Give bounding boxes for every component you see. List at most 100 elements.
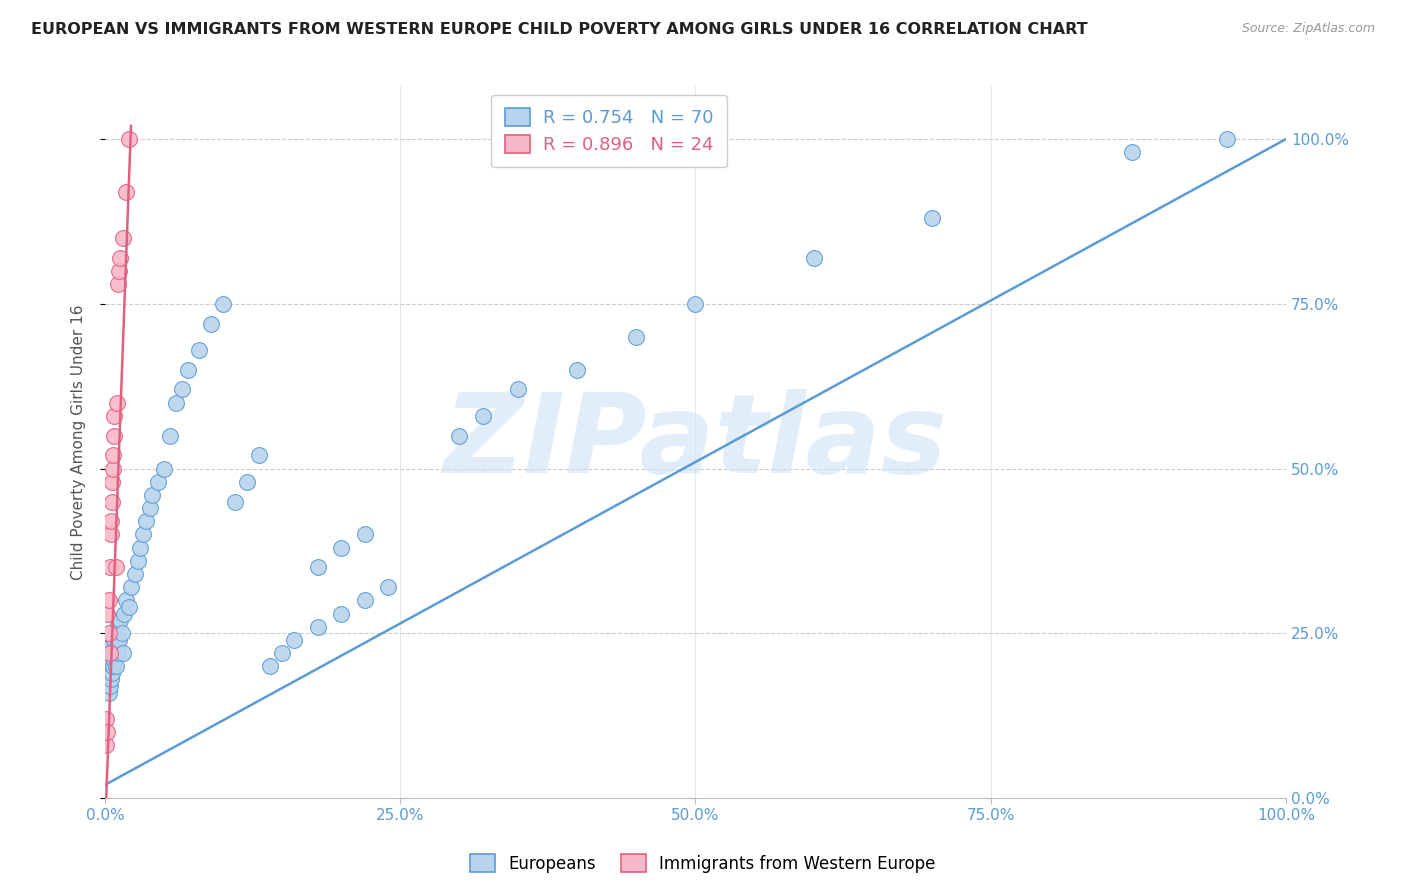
Point <box>103 449 125 463</box>
Text: ZIPatlas: ZIPatlas <box>444 389 948 496</box>
Point <box>803 251 825 265</box>
Point <box>101 665 124 680</box>
Point <box>107 646 129 660</box>
Point <box>103 659 125 673</box>
Point <box>235 475 257 489</box>
Point <box>127 554 149 568</box>
Point <box>111 231 134 245</box>
Point <box>353 527 375 541</box>
Point <box>96 632 118 647</box>
Point <box>96 659 118 673</box>
Point <box>307 560 329 574</box>
Point <box>108 632 131 647</box>
Point <box>96 646 118 660</box>
Point <box>1121 145 1143 160</box>
Point <box>271 646 294 660</box>
Point <box>115 593 138 607</box>
Point <box>212 297 235 311</box>
Point <box>105 620 128 634</box>
Point <box>104 560 127 574</box>
Point <box>100 673 122 687</box>
Point <box>200 317 222 331</box>
Point <box>100 514 122 528</box>
Point <box>100 527 122 541</box>
Point <box>98 679 121 693</box>
Point <box>111 646 134 660</box>
Point <box>100 653 122 667</box>
Point <box>132 527 155 541</box>
Point <box>97 593 120 607</box>
Point <box>129 541 152 555</box>
Point <box>96 725 118 739</box>
Point <box>449 428 471 442</box>
Point <box>471 409 494 423</box>
Point <box>103 461 125 475</box>
Text: Source: ZipAtlas.com: Source: ZipAtlas.com <box>1241 22 1375 36</box>
Point <box>96 739 118 753</box>
Point <box>96 607 118 621</box>
Point <box>141 488 163 502</box>
Text: EUROPEAN VS IMMIGRANTS FROM WESTERN EUROPE CHILD POVERTY AMONG GIRLS UNDER 16 CO: EUROPEAN VS IMMIGRANTS FROM WESTERN EURO… <box>31 22 1088 37</box>
Point <box>508 383 530 397</box>
Point <box>115 185 138 199</box>
Point <box>98 646 121 660</box>
Point <box>105 395 128 409</box>
Point <box>224 494 246 508</box>
Point <box>153 461 176 475</box>
Point <box>170 383 193 397</box>
Point <box>139 501 162 516</box>
Point <box>626 330 648 344</box>
Point <box>97 626 120 640</box>
Point <box>124 567 146 582</box>
Point <box>105 640 128 654</box>
Point <box>110 626 132 640</box>
Point <box>165 395 187 409</box>
Legend: Europeans, Immigrants from Western Europe: Europeans, Immigrants from Western Europ… <box>464 847 942 880</box>
Point <box>146 475 169 489</box>
Point <box>97 665 120 680</box>
Point <box>921 211 943 226</box>
Point <box>101 494 124 508</box>
Point <box>103 632 125 647</box>
Point <box>108 264 131 278</box>
Point <box>307 620 329 634</box>
Point <box>117 599 139 614</box>
Point <box>103 653 125 667</box>
Point <box>98 659 121 673</box>
Point <box>96 712 118 726</box>
Point <box>353 593 375 607</box>
Point <box>110 251 132 265</box>
Point <box>96 673 118 687</box>
Point <box>107 277 129 291</box>
Point <box>377 580 399 594</box>
Point <box>188 343 211 357</box>
Point <box>100 640 122 654</box>
Point <box>135 514 157 528</box>
Point <box>104 659 127 673</box>
Point <box>101 626 124 640</box>
Point <box>112 607 135 621</box>
Point <box>97 685 120 699</box>
Point <box>103 428 125 442</box>
Point <box>159 428 181 442</box>
Point <box>120 580 142 594</box>
Point <box>247 449 270 463</box>
Point <box>259 659 281 673</box>
Point <box>103 646 125 660</box>
Point <box>176 362 198 376</box>
Point <box>283 632 305 647</box>
Point <box>101 475 124 489</box>
Point <box>685 297 707 311</box>
Point <box>98 646 121 660</box>
Point <box>1216 132 1239 146</box>
Point <box>567 362 589 376</box>
Point <box>98 560 121 574</box>
Point <box>103 409 125 423</box>
Point <box>117 132 139 146</box>
Point <box>330 541 353 555</box>
Y-axis label: Child Poverty Among Girls Under 16: Child Poverty Among Girls Under 16 <box>72 304 86 580</box>
Point <box>110 613 132 627</box>
Point <box>330 607 353 621</box>
Legend: R = 0.754   N = 70, R = 0.896   N = 24: R = 0.754 N = 70, R = 0.896 N = 24 <box>491 95 727 167</box>
Point <box>97 653 120 667</box>
